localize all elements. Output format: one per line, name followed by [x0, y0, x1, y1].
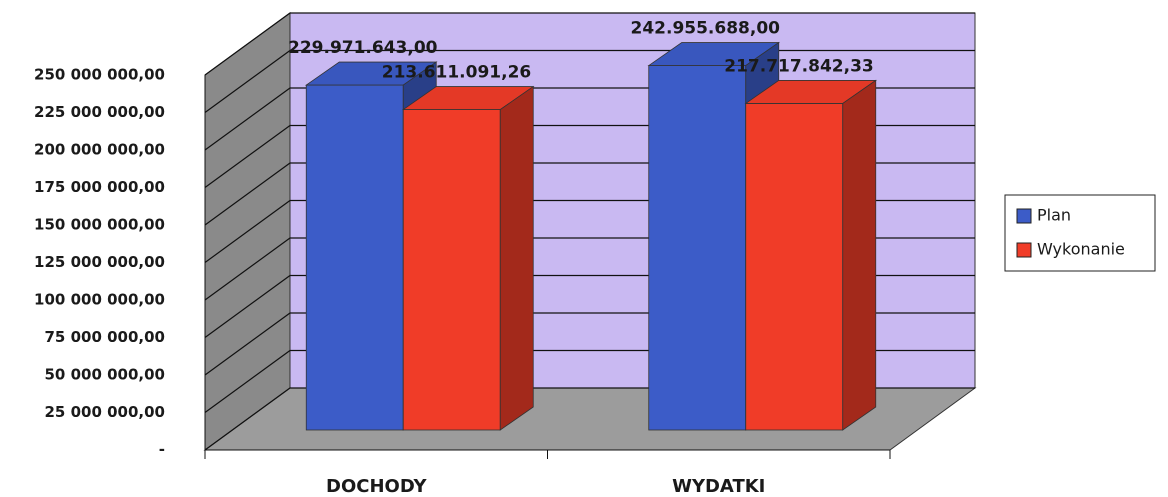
bar-front: [305, 84, 404, 431]
y-tick-label: 50 000 000,00: [44, 366, 165, 384]
legend-swatch: [1016, 208, 1032, 224]
value-label: 229.971.643,00: [288, 38, 438, 58]
bar-front: [402, 109, 501, 431]
legend-label: Wykonanie: [1037, 240, 1125, 259]
bar-front: [745, 103, 844, 431]
y-tick-label: 200 000 000,00: [34, 141, 165, 159]
x-tick-label: WYDATKI: [672, 476, 765, 497]
y-tick-label: 175 000 000,00: [34, 178, 165, 196]
y-tick-label: 25 000 000,00: [44, 403, 165, 421]
bar-front: [648, 65, 747, 431]
y-tick-label: -: [159, 441, 165, 459]
y-tick-label: 225 000 000,00: [34, 103, 165, 121]
value-label: 213.611.091,26: [382, 63, 532, 83]
y-tick-label: 75 000 000,00: [44, 328, 165, 346]
bar-side: [499, 85, 534, 431]
y-tick-label: 150 000 000,00: [34, 216, 165, 234]
y-tick-label: 250 000 000,00: [34, 66, 165, 84]
value-label: 217.717.842,33: [724, 56, 874, 76]
grid-line: [204, 12, 975, 76]
bar-side: [842, 79, 877, 431]
legend-swatch: [1016, 242, 1032, 258]
value-label: 242.955.688,00: [631, 19, 781, 39]
y-tick-label: 125 000 000,00: [34, 253, 165, 271]
legend-label: Plan: [1037, 206, 1071, 225]
legend-box: [1004, 194, 1156, 272]
x-tick-label: DOCHODY: [326, 476, 427, 497]
y-tick-label: 100 000 000,00: [34, 291, 165, 309]
